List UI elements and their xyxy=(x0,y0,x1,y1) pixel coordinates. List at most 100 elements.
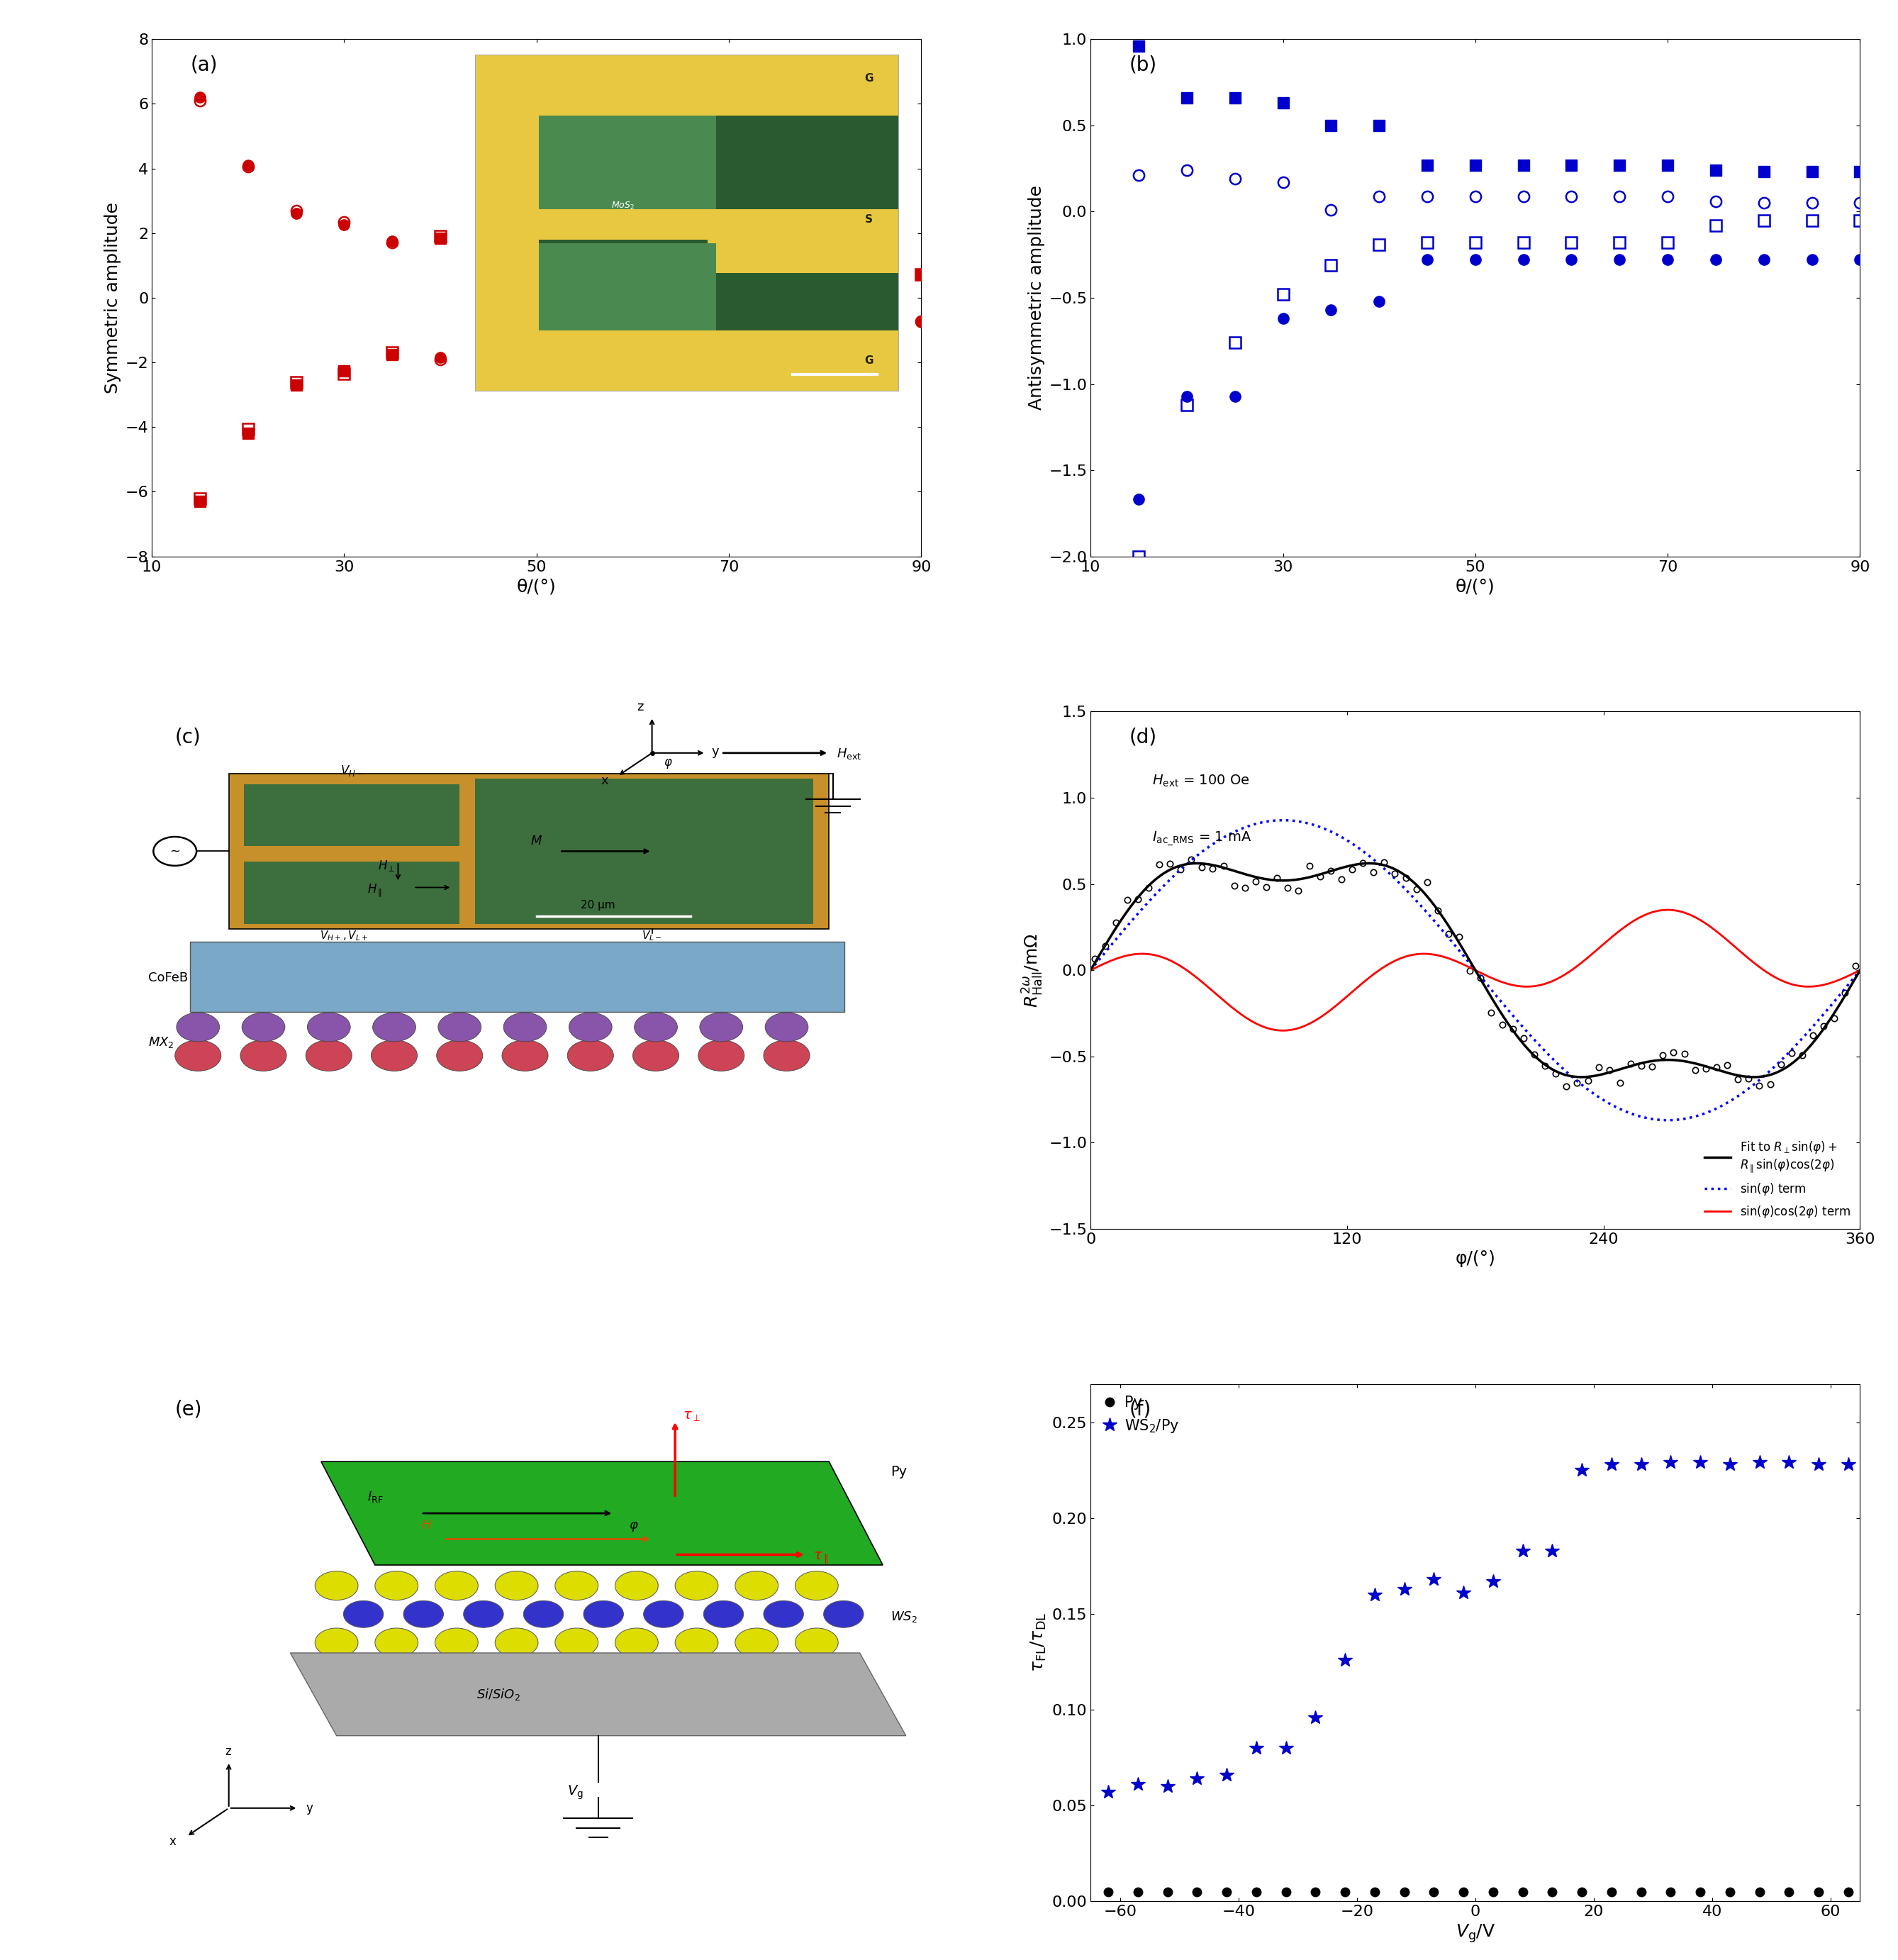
Py xyxy=(1630,1880,1653,1903)
Py xyxy=(1482,1880,1505,1903)
$\sin(\varphi)\cos(2\varphi)$ term xyxy=(1158,949,1181,972)
Polygon shape xyxy=(321,1462,883,1564)
Circle shape xyxy=(765,1013,809,1041)
Bar xyxy=(230,774,829,929)
X-axis label: θ/(°): θ/(°) xyxy=(516,578,556,596)
$\mathrm{WS_2}$/Py xyxy=(1393,1578,1416,1601)
$\sin(\varphi)\cos(2\varphi)$ term xyxy=(1849,958,1871,982)
$\sin(\varphi)$ term xyxy=(1080,958,1103,982)
Text: $\varphi$: $\varphi$ xyxy=(664,757,672,770)
$\mathrm{WS_2}$/Py xyxy=(1570,1458,1592,1482)
Circle shape xyxy=(495,1629,539,1656)
Text: $H_\parallel$: $H_\parallel$ xyxy=(368,882,381,898)
$\sin(\varphi)$ term xyxy=(1420,904,1442,927)
Line: $\mathrm{WS_2}$/Py: $\mathrm{WS_2}$/Py xyxy=(1101,1454,1856,1799)
Circle shape xyxy=(524,1601,564,1627)
Bar xyxy=(245,862,459,923)
$\mathrm{WS_2}$/Py xyxy=(1778,1450,1801,1474)
Text: z: z xyxy=(226,1746,232,1758)
Py xyxy=(1156,1880,1179,1903)
Text: (e): (e) xyxy=(175,1399,203,1419)
Py xyxy=(1275,1880,1298,1903)
$\mathrm{WS_2}$/Py xyxy=(1127,1772,1150,1795)
Text: x: x xyxy=(600,774,607,786)
Circle shape xyxy=(763,1601,803,1627)
Text: 20 μm: 20 μm xyxy=(581,900,615,909)
Circle shape xyxy=(501,1041,549,1070)
Circle shape xyxy=(615,1629,659,1656)
Text: CoFeB: CoFeB xyxy=(148,972,188,984)
Text: (c): (c) xyxy=(175,727,201,747)
Circle shape xyxy=(554,1572,598,1599)
Circle shape xyxy=(554,1629,598,1656)
Text: $H_{\rm ext}$: $H_{\rm ext}$ xyxy=(837,747,862,760)
Text: $Si/SiO_2$: $Si/SiO_2$ xyxy=(476,1688,520,1701)
$\mathrm{WS_2}$/Py xyxy=(1334,1648,1357,1672)
Fit to $R_{\perp}\sin(\varphi)+$
$R_{\parallel}\sin(\varphi)\cos(2\varphi)$ xyxy=(1186,851,1209,874)
$\mathrm{WS_2}$/Py xyxy=(1718,1452,1740,1476)
$\mathrm{WS_2}$/Py xyxy=(1482,1570,1505,1593)
Py xyxy=(1127,1880,1150,1903)
Fit to $R_{\perp}\sin(\varphi)+$
$R_{\parallel}\sin(\varphi)\cos(2\varphi)$ xyxy=(1742,1066,1765,1090)
Py xyxy=(1659,1880,1682,1903)
Py xyxy=(1541,1880,1564,1903)
Text: $H_\perp$: $H_\perp$ xyxy=(378,858,395,872)
Bar xyxy=(475,778,814,923)
Circle shape xyxy=(463,1601,503,1627)
Py xyxy=(1186,1880,1209,1903)
Circle shape xyxy=(643,1601,683,1627)
$\sin(\varphi)\cos(2\varphi)$ term xyxy=(1682,904,1704,927)
Text: $V_{L-}$: $V_{L-}$ xyxy=(642,929,662,943)
Y-axis label: Symmetric amplitude: Symmetric amplitude xyxy=(104,202,121,394)
Text: (b): (b) xyxy=(1129,55,1156,74)
FancyBboxPatch shape xyxy=(190,941,845,1011)
Circle shape xyxy=(376,1572,418,1599)
$\mathrm{WS_2}$/Py xyxy=(1807,1452,1830,1476)
Text: z: z xyxy=(638,700,643,713)
$\mathrm{WS_2}$/Py xyxy=(1748,1450,1771,1474)
Text: $\tau_\parallel$: $\tau_\parallel$ xyxy=(814,1550,829,1566)
$\sin(\varphi)\cos(2\varphi)$ term xyxy=(1608,919,1630,943)
$\mathrm{WS_2}$/Py xyxy=(1600,1452,1623,1476)
Py xyxy=(1334,1880,1357,1903)
Circle shape xyxy=(569,1013,611,1041)
Text: $WS_2$: $WS_2$ xyxy=(890,1609,917,1623)
Circle shape xyxy=(435,1629,478,1656)
Circle shape xyxy=(615,1572,659,1599)
Text: $\varphi$: $\varphi$ xyxy=(628,1521,638,1533)
Py xyxy=(1422,1880,1444,1903)
Text: Py: Py xyxy=(890,1466,907,1478)
Text: $V_{H-}$: $V_{H-}$ xyxy=(340,764,364,778)
$\sin(\varphi)$ term xyxy=(1391,874,1414,898)
Circle shape xyxy=(315,1629,359,1656)
$\mathrm{WS_2}$/Py xyxy=(1304,1705,1327,1729)
Circle shape xyxy=(676,1572,717,1599)
Circle shape xyxy=(241,1013,285,1041)
Circle shape xyxy=(372,1013,416,1041)
Text: $I_{\rm RF}$: $I_{\rm RF}$ xyxy=(368,1490,383,1503)
Py xyxy=(1778,1880,1801,1903)
$\mathrm{WS_2}$/Py xyxy=(1215,1762,1237,1786)
Circle shape xyxy=(438,1013,482,1041)
$\mathrm{WS_2}$/Py xyxy=(1422,1568,1444,1592)
Text: y: y xyxy=(306,1801,313,1815)
Text: $V_{\rm g}$: $V_{\rm g}$ xyxy=(568,1784,583,1801)
X-axis label: φ/(°): φ/(°) xyxy=(1456,1250,1496,1268)
Py xyxy=(1304,1880,1327,1903)
Circle shape xyxy=(376,1629,418,1656)
Py xyxy=(1748,1880,1771,1903)
$\mathrm{WS_2}$/Py xyxy=(1452,1582,1475,1605)
Circle shape xyxy=(568,1041,613,1070)
Text: $I_{\mathrm{ac\_RMS}}$ = 1 mA: $I_{\mathrm{ac\_RMS}}$ = 1 mA xyxy=(1152,831,1251,847)
Text: $MX_2$: $MX_2$ xyxy=(148,1035,175,1051)
Py xyxy=(1452,1880,1475,1903)
Circle shape xyxy=(503,1013,547,1041)
Circle shape xyxy=(698,1041,744,1070)
$\sin(\varphi)$ term xyxy=(1695,1102,1718,1125)
Y-axis label: $\tau_{\mathrm{FL}}/\tau_{\mathrm{DL}}$: $\tau_{\mathrm{FL}}/\tau_{\mathrm{DL}}$ xyxy=(1029,1613,1048,1672)
Fit to $R_{\perp}\sin(\varphi)+$
$R_{\parallel}\sin(\varphi)\cos(2\varphi)$ xyxy=(1693,1054,1716,1078)
Text: $V_{H+}, V_{L+}$: $V_{H+}, V_{L+}$ xyxy=(321,929,368,943)
Text: (a): (a) xyxy=(190,55,218,74)
$\mathrm{WS_2}$/Py xyxy=(1630,1452,1653,1476)
Text: $H$: $H$ xyxy=(421,1519,433,1531)
